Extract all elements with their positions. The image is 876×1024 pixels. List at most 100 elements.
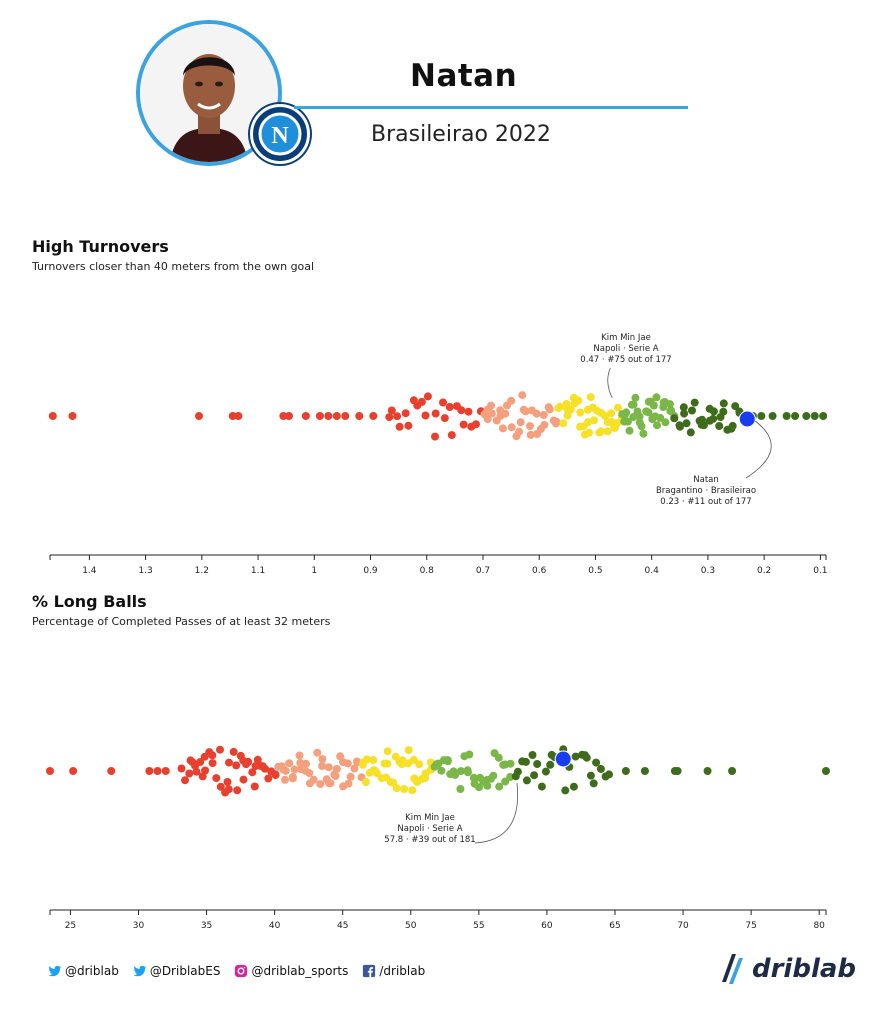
data-point (552, 417, 561, 426)
data-point (401, 409, 410, 418)
data-point (404, 746, 413, 755)
data-point (457, 406, 466, 415)
x-tick-label: 0.3 (701, 566, 715, 576)
data-point (248, 768, 257, 777)
data-point (539, 411, 548, 419)
data-point (652, 393, 661, 402)
data-point (326, 779, 335, 788)
data-point (791, 412, 800, 420)
data-point (331, 772, 340, 781)
data-point (709, 407, 718, 416)
data-point (459, 420, 468, 429)
data-point (640, 767, 649, 775)
data-point (324, 412, 333, 420)
data-point (341, 412, 350, 420)
data-point (225, 758, 233, 767)
data-point (506, 759, 515, 768)
reference-connector (474, 782, 519, 844)
data-point (586, 393, 595, 402)
highlight-label: 0.23 · #11 out of 177 (660, 497, 751, 507)
data-point (622, 408, 631, 417)
data-point (362, 755, 371, 764)
napoli-badge-icon: N (258, 112, 302, 156)
data-point (540, 420, 549, 429)
data-point (489, 771, 498, 780)
data-point (284, 412, 293, 420)
x-tick-label: 60 (541, 921, 553, 931)
data-point (324, 763, 333, 772)
x-tick-label: 0.7 (476, 566, 490, 576)
data-point (216, 782, 225, 791)
data-point (464, 407, 473, 416)
data-point (383, 747, 392, 756)
data-point (607, 409, 616, 418)
data-point (682, 419, 691, 428)
data-point (487, 409, 496, 418)
data-point (309, 775, 318, 784)
data-point (344, 779, 353, 788)
player-avatar (136, 20, 282, 166)
data-point (676, 422, 684, 431)
data-point (387, 406, 396, 415)
player-header: N Natan Brasileirao 2022 (0, 0, 876, 200)
data-point (621, 767, 630, 775)
data-point (596, 764, 605, 773)
data-point (421, 411, 430, 420)
data-point (451, 770, 459, 779)
x-tick-label: 1.1 (251, 566, 265, 576)
data-point (46, 767, 54, 775)
data-point (757, 412, 766, 420)
data-point (421, 774, 430, 782)
player-name: Natan (410, 58, 518, 94)
header-divider (294, 106, 688, 109)
twitter-icon (133, 965, 146, 977)
data-point (305, 769, 314, 778)
data-point (192, 767, 201, 776)
instagram-icon (235, 964, 248, 978)
data-point (316, 780, 325, 789)
data-point (699, 421, 708, 430)
data-point (385, 413, 394, 422)
data-point (439, 398, 447, 407)
data-point (469, 773, 478, 782)
data-point (629, 413, 638, 421)
data-point (589, 779, 598, 788)
footer-twitter-1[interactable]: @driblab (48, 964, 119, 978)
footer-facebook-text: /driblab (379, 964, 426, 978)
x-tick-label: 0.4 (645, 566, 660, 576)
data-point (107, 767, 116, 775)
data-point (513, 767, 522, 776)
data-point (518, 391, 527, 400)
highlight-label: Bragantino · Brasileirao (656, 486, 756, 496)
data-point (576, 408, 585, 417)
player-photo-icon (140, 24, 278, 162)
data-point (69, 767, 78, 775)
data-point (495, 782, 504, 791)
driblab-logo: driblab (718, 950, 856, 988)
x-tick-label: 0.1 (813, 566, 827, 576)
x-tick-label: 0.5 (588, 566, 602, 576)
footer-facebook[interactable]: /driblab (362, 964, 425, 978)
footer-twitter-2[interactable]: @DriblabES (133, 964, 220, 978)
data-point (161, 767, 170, 775)
data-point (431, 432, 439, 441)
data-point (501, 409, 510, 418)
data-point (507, 396, 516, 405)
facebook-icon (363, 964, 376, 978)
data-point (679, 403, 688, 412)
footer-social: @driblab @DriblabES @driblab_sports /dri… (48, 964, 439, 978)
data-point (673, 767, 682, 775)
footer-instagram[interactable]: @driblab_sports (234, 964, 348, 978)
data-point (431, 409, 440, 418)
data-point (369, 756, 378, 764)
data-point (613, 403, 622, 412)
section-subtitle-high-turnovers: Turnovers closer than 40 meters from the… (32, 260, 315, 273)
data-point (343, 759, 352, 768)
data-point (690, 398, 699, 407)
reference-label: Napoli · Serie A (593, 344, 658, 354)
data-point (423, 392, 432, 401)
data-point (229, 747, 238, 756)
section-title-long-balls: % Long Balls (32, 592, 147, 611)
reference-label: Kim Min Jae (601, 333, 651, 343)
data-point (250, 782, 259, 791)
